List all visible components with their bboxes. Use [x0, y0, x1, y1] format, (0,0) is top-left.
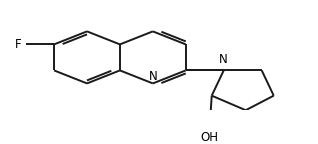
Text: N: N: [219, 53, 228, 66]
Text: OH: OH: [201, 131, 219, 144]
Text: F: F: [14, 38, 21, 51]
Text: N: N: [149, 70, 157, 83]
